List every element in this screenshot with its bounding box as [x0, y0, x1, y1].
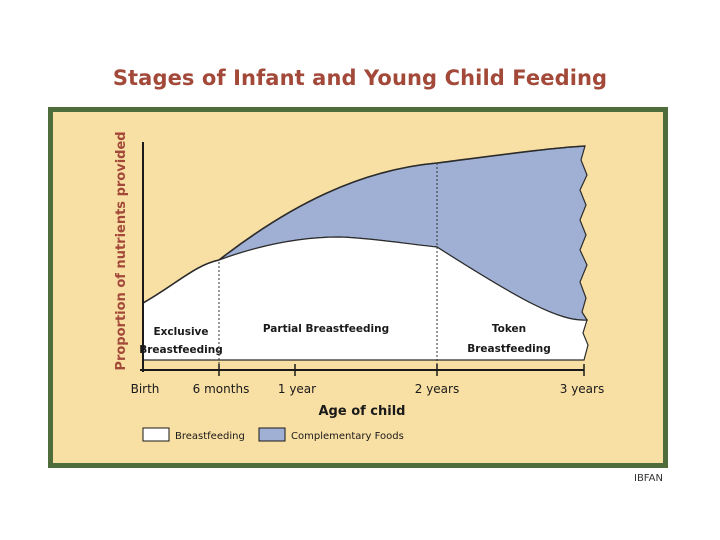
legend-swatch-complementary: [258, 427, 286, 442]
legend-label-breastfeeding: Breastfeeding: [175, 431, 245, 442]
x-tick-label: 3 years: [560, 382, 604, 396]
stage-label-token: Token: [492, 323, 526, 335]
y-axis-label: Proportion of nutrients provided: [114, 131, 129, 370]
x-tick-label: 6 months: [193, 382, 250, 396]
stage-label-partial: Partial Breastfeeding: [263, 323, 389, 335]
stage-label-exclusive-2: Breastfeeding: [139, 344, 223, 356]
stage-label-exclusive: Exclusive: [153, 326, 208, 338]
stage-label-token-2: Breastfeeding: [467, 343, 551, 355]
x-tick-label: Birth: [131, 382, 160, 396]
legend-swatch-breastfeeding: [142, 427, 170, 442]
page-title: Stages of Infant and Young Child Feeding: [112, 66, 608, 90]
credit-label: IBFAN: [634, 473, 663, 484]
total-nutrients-curve: [142, 145, 586, 304]
x-tick-label: 1 year: [278, 382, 316, 396]
x-axis-label: Age of child: [318, 404, 405, 419]
legend-label-complementary: Complementary Foods: [291, 431, 404, 442]
x-tick-label: 2 years: [415, 382, 459, 396]
